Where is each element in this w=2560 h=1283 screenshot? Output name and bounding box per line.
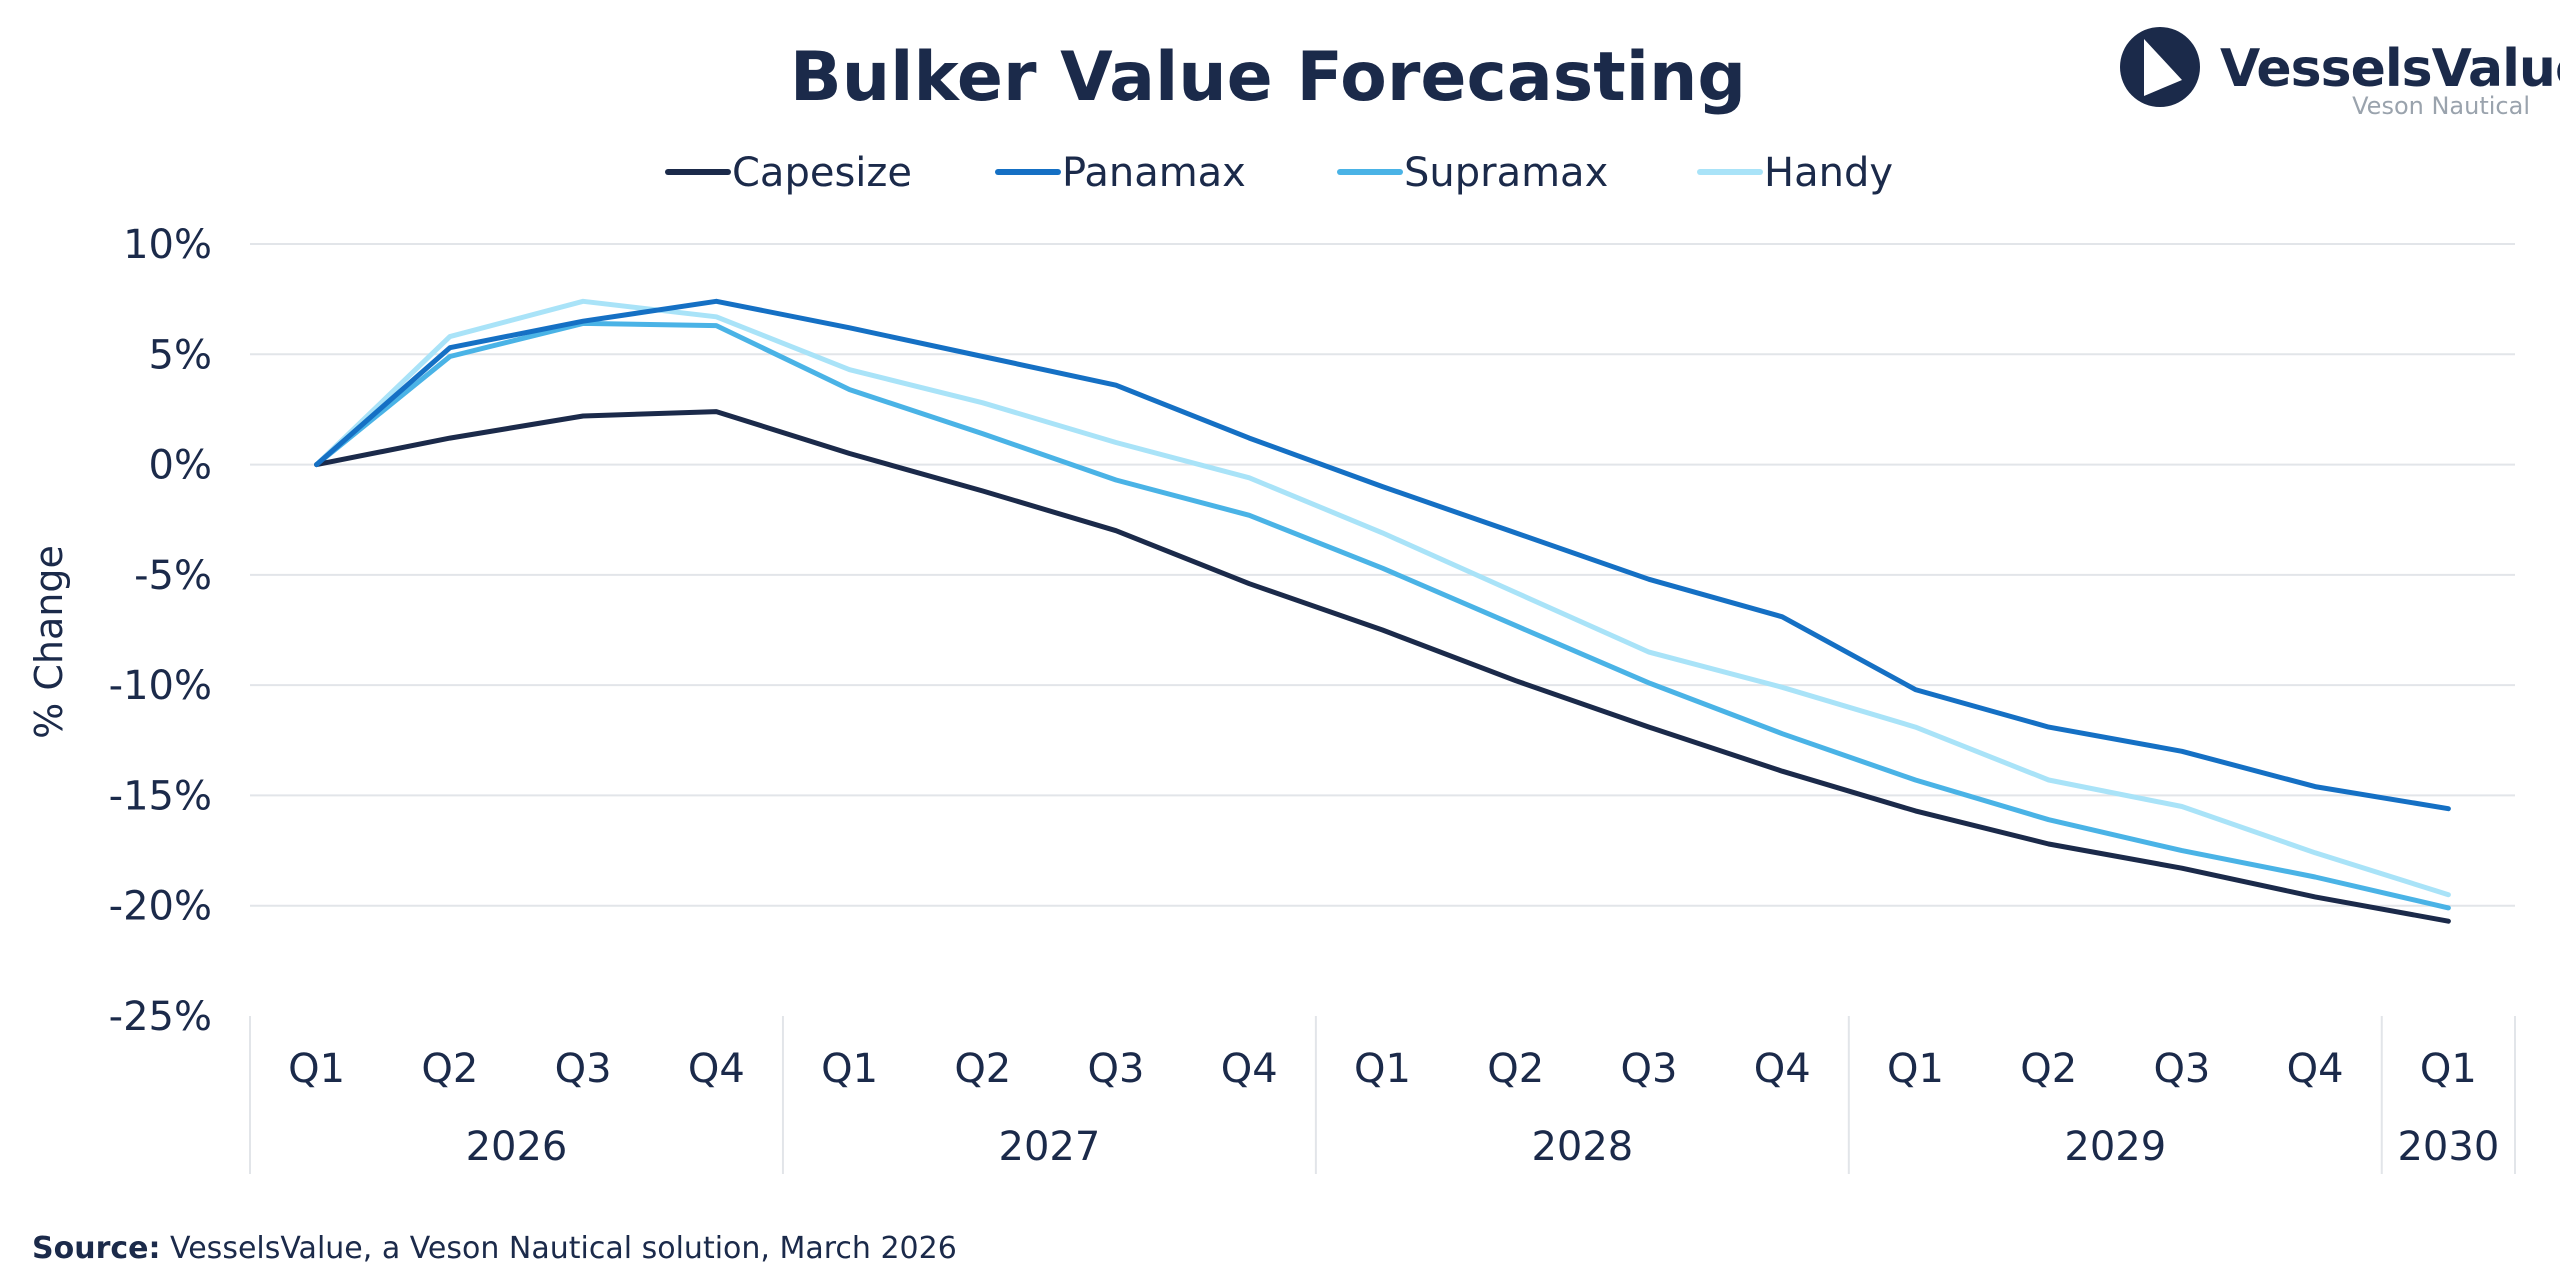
y-tick-label: -5% (134, 553, 212, 599)
x-tick-label: Q2 (421, 1046, 478, 1092)
x-tick-label: Q4 (1221, 1046, 1278, 1092)
series-line-panamax (314, 298, 2451, 812)
series-line-supramax (314, 320, 2451, 911)
y-axis-label: % Change (27, 545, 71, 739)
x-tick-label: Q3 (555, 1046, 612, 1092)
source-label: Source: (32, 1231, 161, 1266)
legend-label: Panamax (1062, 150, 1246, 196)
legend-label: Supramax (1404, 150, 1608, 196)
legend-label: Handy (1764, 150, 1893, 196)
x-tick-label: Q2 (2020, 1046, 2077, 1092)
source-note: Source: VesselsValue, a Veson Nautical s… (32, 1231, 957, 1266)
x-tick-label: Q4 (2287, 1046, 2344, 1092)
x-year-label: 2029 (2064, 1124, 2166, 1170)
y-tick-label: -20% (109, 884, 212, 930)
series-lines (314, 298, 2451, 924)
x-year-label: 2027 (999, 1124, 1101, 1170)
x-tick-label: Q1 (1887, 1046, 1944, 1092)
x-tick-label: Q1 (288, 1046, 345, 1092)
series-line-handy (314, 298, 2451, 898)
legend: Capesize Panamax Supramax Handy (665, 150, 1893, 196)
x-tick-label: Q3 (1621, 1046, 1678, 1092)
x-tick-label: Q3 (2153, 1046, 2210, 1092)
brand-logo: VesselsValue Veson Nautical (2120, 27, 2560, 120)
y-tick-label: -15% (109, 773, 212, 819)
x-tick-label: Q1 (821, 1046, 878, 1092)
series-line-capesize (314, 409, 2451, 924)
x-axis: Q1 Q2 Q3 Q4 Q1 Q2 Q3 Q4 Q1 Q2 Q3 Q4 Q1 Q2 Q3 Q4 Q1 2026 20… (249, 1016, 2516, 1174)
y-tick-label: 0% (149, 443, 212, 489)
x-tick-label: Q3 (1088, 1046, 1145, 1092)
y-tick-label: -10% (109, 663, 212, 709)
gridlines (250, 243, 2515, 907)
x-year-label: 2028 (1531, 1124, 1633, 1170)
x-year-label: 2030 (2397, 1124, 2499, 1170)
chart-title: Bulker Value Forecasting (790, 38, 1746, 117)
y-tick-label: -25% (109, 994, 212, 1040)
legend-label: Capesize (732, 150, 912, 196)
y-axis-ticks: 10% 5% 0% -5% -10% -15% -20% -25% (109, 222, 212, 1040)
logo-name: VesselsValue (2220, 39, 2560, 99)
x-tick-label: Q2 (1487, 1046, 1544, 1092)
y-tick-label: 5% (149, 332, 212, 378)
x-tick-label: Q4 (1754, 1046, 1811, 1092)
x-tick-label: Q1 (1354, 1046, 1411, 1092)
x-tick-label: Q4 (688, 1046, 745, 1092)
source-text: VesselsValue, a Veson Nautical solution,… (161, 1231, 957, 1266)
logo-subtitle: Veson Nautical (2352, 92, 2530, 120)
x-tick-label: Q2 (954, 1046, 1011, 1092)
y-tick-label: 10% (123, 222, 212, 268)
x-tick-label: Q1 (2420, 1046, 2477, 1092)
x-year-label: 2026 (466, 1124, 568, 1170)
